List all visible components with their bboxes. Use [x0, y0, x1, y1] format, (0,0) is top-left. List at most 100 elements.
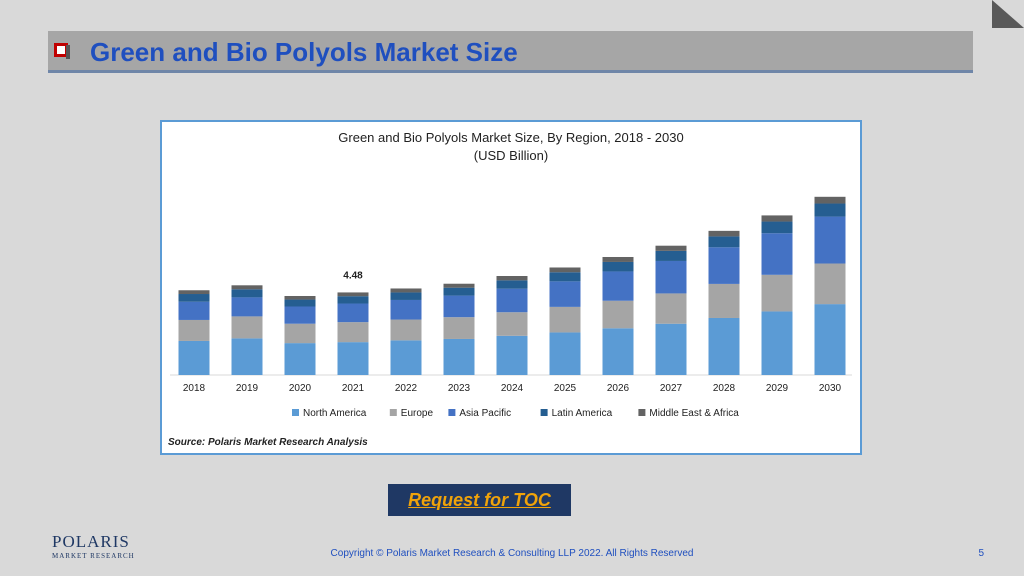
- x-tick-label: 2021: [342, 383, 365, 394]
- bar-2024-europe: [496, 312, 528, 336]
- logo-sub-text: MARKET RESEARCH: [52, 552, 135, 560]
- legend-label: North America: [303, 408, 367, 419]
- bar-2018-north-america: [178, 340, 210, 375]
- bar-2023-europe: [443, 317, 475, 339]
- x-tick-label: 2019: [236, 383, 259, 394]
- bar-2030-europe: [814, 263, 846, 305]
- bar-2029-asia-pacific: [761, 233, 793, 275]
- bar-2023-middle-east-africa: [443, 283, 475, 288]
- bar-2021-europe: [337, 322, 369, 343]
- x-tick-label: 2020: [289, 383, 312, 394]
- x-tick-label: 2023: [448, 383, 471, 394]
- legend-swatch: [540, 409, 548, 416]
- chart-plot: 2018 2019 2020 2021 4.48 2022 2023 2024 2025 2026…: [170, 196, 852, 419]
- bar-2021-latin-america: [337, 296, 369, 304]
- bar-2029-middle-east-africa: [761, 215, 793, 222]
- x-tick-label: 2026: [607, 383, 630, 394]
- x-tick-label: 2029: [766, 383, 789, 394]
- bar-2023-latin-america: [443, 287, 475, 296]
- bar-2030-middle-east-africa: [814, 196, 846, 204]
- bar-2026-north-america: [602, 328, 634, 375]
- bar-2018-asia-pacific: [178, 301, 210, 320]
- legend-swatch: [638, 409, 646, 416]
- chart-source: Source: Polaris Market Research Analysis: [168, 437, 368, 448]
- chart-subtitle: (USD Billion): [473, 148, 549, 163]
- bar-2020-middle-east-africa: [284, 295, 316, 300]
- bar-2019-latin-america: [231, 289, 263, 298]
- bar-2028-europe: [708, 283, 740, 318]
- bar-2021-asia-pacific: [337, 303, 369, 323]
- request-toc-label[interactable]: Request for TOC: [408, 489, 551, 510]
- bar-2027-latin-america: [655, 250, 687, 261]
- logo-main-text: POLARIS: [52, 532, 130, 551]
- bar-2030-latin-america: [814, 203, 846, 217]
- bar-2025-latin-america: [549, 272, 581, 282]
- bar-2022-middle-east-africa: [390, 288, 422, 293]
- bar-2025-north-america: [549, 332, 581, 375]
- title-bar: Green and Bio Polyols Market Size: [48, 31, 973, 73]
- bar-2020-north-america: [284, 343, 316, 375]
- bar-2028-asia-pacific: [708, 247, 740, 284]
- bar-2029-europe: [761, 274, 793, 312]
- bar-2027-asia-pacific: [655, 260, 687, 294]
- request-toc-button[interactable]: Request for TOC: [388, 484, 571, 516]
- checkbox-bullet-icon: [54, 43, 70, 59]
- bar-2030-asia-pacific: [814, 216, 846, 264]
- bar-2022-north-america: [390, 340, 422, 375]
- bar-2026-asia-pacific: [602, 271, 634, 301]
- bar-2026-middle-east-africa: [602, 256, 634, 262]
- bar-2024-latin-america: [496, 280, 528, 289]
- x-tick-label: 2024: [501, 383, 524, 394]
- legend-label: Latin America: [552, 408, 613, 419]
- polaris-logo: POLARIS MARKET RESEARCH: [52, 532, 135, 560]
- legend-swatch: [292, 409, 299, 416]
- chart-container: Green and Bio Polyols Market Size, By Re…: [160, 120, 862, 455]
- bar-2018-europe: [178, 319, 210, 341]
- bar-2028-north-america: [708, 317, 740, 375]
- corner-triangle-icon: [992, 0, 1024, 28]
- page-title: Green and Bio Polyols Market Size: [90, 37, 518, 67]
- bar-2023-north-america: [443, 338, 475, 375]
- bar-2019-asia-pacific: [231, 297, 263, 317]
- copyright-text: Copyright © Polaris Market Research & Co…: [330, 548, 694, 559]
- bar-2028-latin-america: [708, 236, 740, 248]
- legend-swatch: [389, 409, 397, 416]
- x-tick-label: 2025: [554, 383, 577, 394]
- legend-label: Middle East & Africa: [649, 408, 739, 419]
- bar-2025-europe: [549, 306, 581, 333]
- bar-2026-latin-america: [602, 261, 634, 272]
- bar-2025-middle-east-africa: [549, 267, 581, 273]
- bar-2020-asia-pacific: [284, 306, 316, 324]
- x-tick-label: 2022: [395, 383, 418, 394]
- bar-2018-latin-america: [178, 294, 210, 302]
- legend-swatch: [448, 409, 456, 416]
- bar-2027-middle-east-africa: [655, 245, 687, 251]
- bar-2028-middle-east-africa: [708, 230, 740, 237]
- bar-2020-europe: [284, 323, 316, 344]
- bar-2026-europe: [602, 300, 634, 329]
- x-tick-label: 2018: [183, 383, 206, 394]
- bar-2022-europe: [390, 319, 422, 341]
- bar-2022-latin-america: [390, 292, 422, 300]
- bar-2029-north-america: [761, 311, 793, 375]
- legend-label: Asia Pacific: [459, 408, 511, 419]
- bar-2024-asia-pacific: [496, 288, 528, 313]
- bar-2025-asia-pacific: [549, 281, 581, 307]
- bar-2023-asia-pacific: [443, 295, 475, 318]
- x-tick-label: 2030: [819, 383, 842, 394]
- bar-2019-north-america: [231, 338, 263, 375]
- bar-2021-north-america: [337, 342, 369, 375]
- page-number: 5: [978, 548, 984, 559]
- bar-2018-middle-east-africa: [178, 290, 210, 295]
- bar-2030-north-america: [814, 304, 846, 375]
- bar-2024-north-america: [496, 335, 528, 375]
- bar-2027-north-america: [655, 323, 687, 375]
- bar-2029-latin-america: [761, 221, 793, 234]
- bar-2027-europe: [655, 293, 687, 324]
- chart-title: Green and Bio Polyols Market Size, By Re…: [338, 130, 684, 145]
- data-label: 4.48: [343, 270, 363, 281]
- legend-label: Europe: [401, 408, 434, 419]
- bar-2019-europe: [231, 316, 263, 339]
- bar-2024-middle-east-africa: [496, 276, 528, 281]
- bar-2019-middle-east-africa: [231, 285, 263, 290]
